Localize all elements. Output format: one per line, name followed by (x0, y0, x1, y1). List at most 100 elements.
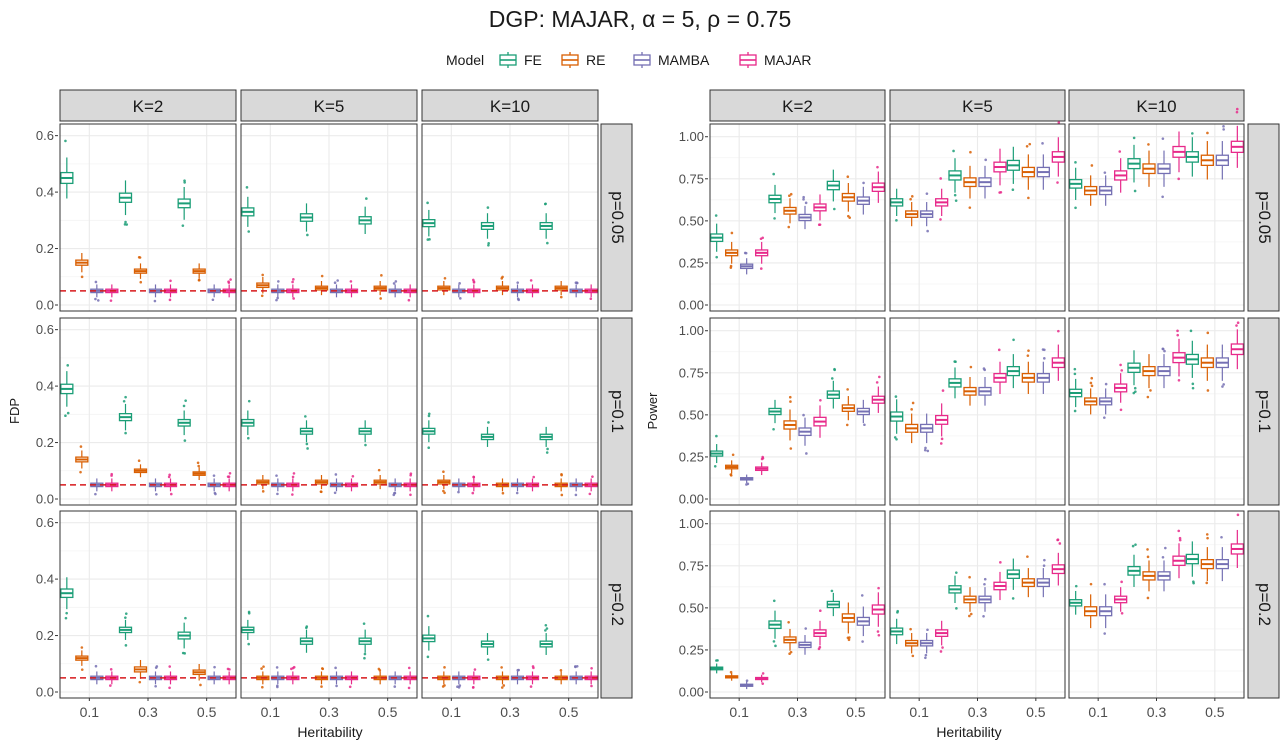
box-re (905, 401, 919, 444)
svg-text:K=2: K=2 (782, 97, 813, 116)
legend-title: Model (446, 52, 484, 68)
y-tick-label: 1.00 (679, 323, 704, 338)
panel-2-0 (709, 510, 886, 699)
box-re (725, 453, 739, 477)
box-fe (422, 201, 436, 241)
y-tick-label: 0.75 (679, 365, 704, 380)
box-re (554, 280, 568, 299)
box-re (783, 620, 797, 656)
y-tick-label: 0.50 (679, 600, 704, 615)
box-majar (1230, 513, 1244, 568)
x-tick-label: 0.5 (1205, 704, 1225, 720)
svg-text:K=5: K=5 (314, 97, 345, 116)
y-tick-label: 0.25 (679, 449, 704, 464)
box-mamba (798, 413, 812, 455)
box-re (133, 659, 148, 684)
box-fe (1185, 329, 1199, 390)
box-re (314, 274, 329, 296)
box-majar (813, 399, 827, 438)
box-fe (60, 364, 74, 418)
box-mamba (1036, 558, 1050, 598)
y-tick-label: 0.2 (36, 241, 54, 256)
box-fe (890, 395, 904, 441)
x-tick-label: 0.5 (197, 704, 217, 720)
y-tick-label: 0.00 (679, 298, 704, 313)
box-re (963, 150, 977, 209)
box-majar (755, 455, 769, 476)
box-re (725, 670, 739, 681)
box-mamba (1157, 546, 1171, 592)
box-mamba (1099, 382, 1113, 419)
box-majar (1230, 107, 1244, 168)
box-fe (1069, 367, 1083, 413)
box-fe (768, 172, 782, 220)
box-re (373, 468, 387, 490)
panel-1-1 (889, 317, 1066, 506)
box-re (841, 388, 855, 427)
box-fe (768, 399, 782, 431)
box-re (437, 276, 451, 296)
box-fe (118, 180, 133, 226)
y-tick-label: 0.2 (36, 435, 54, 450)
box-majar (935, 177, 949, 221)
box-re (783, 395, 797, 450)
box-fe (539, 623, 553, 655)
box-fe (177, 179, 191, 227)
panel-2-1 (240, 510, 418, 699)
box-re (256, 474, 270, 493)
box-re (192, 461, 206, 481)
row-strip-p0-2: p=0.2 (1247, 510, 1280, 699)
box-mamba (856, 399, 870, 427)
box-fe (1006, 558, 1020, 600)
x-tick-label: 0.1 (80, 704, 100, 720)
box-mamba (740, 474, 754, 486)
box-re (841, 175, 855, 219)
box-re (1084, 164, 1098, 206)
box-fe (826, 169, 840, 211)
y-tick-label: 0.25 (679, 255, 704, 270)
x-tick-label: 0.3 (500, 704, 520, 720)
box-fe (539, 202, 553, 245)
panel-2-1 (889, 510, 1066, 699)
svg-text:K=10: K=10 (490, 97, 530, 116)
box-mamba (978, 367, 992, 406)
panel-2-0 (59, 510, 237, 699)
svg-text:p=0.2: p=0.2 (1255, 583, 1274, 626)
box-re (963, 575, 977, 618)
box-fe (118, 612, 133, 647)
box-fe (358, 622, 372, 660)
y-tick-label: 0.25 (679, 642, 704, 657)
box-re (725, 231, 739, 269)
box-mamba (740, 251, 754, 275)
y-tick-label: 0.50 (679, 213, 704, 228)
box-majar (1172, 131, 1186, 181)
panel-1-1 (240, 317, 418, 506)
y-tick-label: 0.75 (679, 171, 704, 186)
panel-1-0 (59, 317, 237, 506)
box-re (75, 445, 89, 474)
box-fe (710, 659, 724, 674)
box-re (963, 365, 977, 406)
box-re (841, 602, 855, 642)
box-fe (299, 625, 314, 653)
col-strip-k2: K=2 (59, 89, 237, 122)
box-fe (422, 412, 436, 450)
box-majar (871, 375, 885, 413)
box-mamba (1099, 582, 1113, 635)
box-majar (1230, 321, 1244, 370)
x-tick-label: 0.3 (138, 704, 158, 720)
box-majar (871, 165, 885, 203)
box-mamba (452, 671, 466, 689)
box-fe (890, 609, 904, 645)
box-mamba (1215, 344, 1229, 388)
box-fe (1069, 161, 1083, 210)
y-tick-label: 0.0 (36, 298, 54, 313)
col-strip-k10: K=10 (421, 89, 599, 122)
box-majar (1114, 150, 1128, 193)
box-fe (710, 434, 724, 468)
box-mamba (1036, 348, 1050, 394)
power-chart: K=2 K=5 K=10 p=0.05 p=0.1 p=0.2 Power Heritabil… (645, 89, 1280, 740)
box-re (1021, 349, 1035, 394)
panel-0-1 (889, 121, 1066, 312)
